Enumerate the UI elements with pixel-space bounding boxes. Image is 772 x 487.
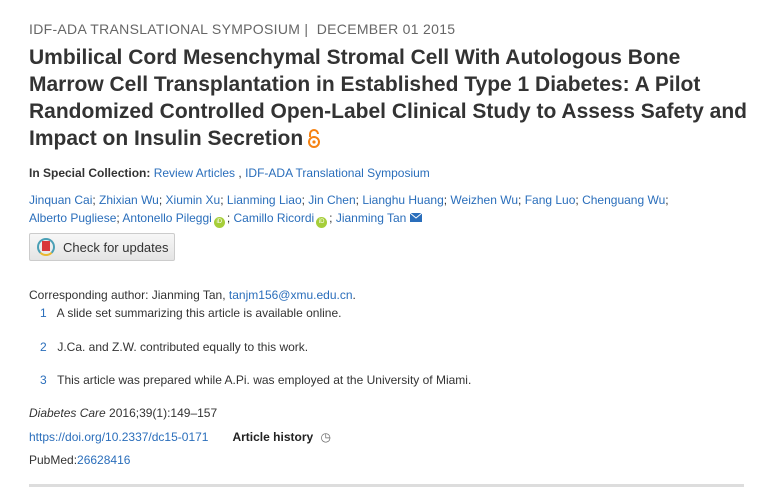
email-link[interactable]: tanjm156@xmu.edu.cn (228, 288, 353, 302)
special-collection: In Special Collection: Review Articles ,… (29, 166, 430, 180)
crossmark-icon (37, 238, 55, 256)
doi-row: https://doi.org/10.2337/dc15-0171 Article… (29, 430, 331, 444)
open-lock-icon (307, 128, 321, 155)
collection-link[interactable]: Review Articles (153, 166, 236, 180)
article-history-button[interactable]: Article history ◷ (232, 430, 331, 444)
footnote: 1 A slide set summarizing this article i… (40, 306, 341, 320)
separator: ; (226, 211, 234, 225)
footnote-text: This article was prepared while A.Pi. wa… (57, 373, 472, 387)
author-link[interactable]: Weizhen Wu (450, 193, 519, 207)
citation: Diabetes Care 2016;39(1):149–157 (29, 406, 217, 420)
article-history-label: Article history (232, 430, 314, 444)
author-link[interactable]: Jin Chen (308, 193, 356, 207)
footnote-text: A slide set summarizing this article is … (56, 306, 342, 320)
collection-label: In Special Collection: (29, 166, 151, 180)
separator: ; (220, 193, 227, 207)
collection-link[interactable]: IDF-ADA Translational Symposium (245, 166, 430, 180)
footnote-text: J.Ca. and Z.W. contributed equally to th… (57, 340, 309, 354)
corresponding-label: Corresponding author: Jianming Tan, (29, 288, 226, 302)
divider (29, 484, 744, 487)
orcid-icon[interactable]: iD (316, 217, 328, 228)
citation-details: 2016;39(1):149–157 (105, 406, 218, 420)
author-list: Jinquan Cai; Zhixian Wu; Xiumin Xu; Lian… (29, 191, 729, 228)
pubmed: PubMed:26628416 (29, 453, 130, 467)
author-link[interactable]: Antonello Pileggi (122, 211, 212, 225)
separator: ; (518, 193, 525, 207)
separator: | (304, 21, 309, 37)
corresponding-author: Corresponding author: Jianming Tan, tanj… (29, 288, 356, 302)
footnote: 3 This article was prepared while A.Pi. … (40, 373, 471, 387)
article-title: Umbilical Cord Mesenchymal Stromal Cell … (29, 44, 749, 155)
email-icon[interactable] (406, 211, 423, 225)
author-link[interactable]: Jianming Tan (335, 211, 407, 225)
author-link[interactable]: Lianming Liao (226, 193, 302, 207)
author-link[interactable]: Zhixian Wu (99, 193, 159, 207)
author-link[interactable]: Fang Luo (524, 193, 576, 207)
separator: ; (301, 193, 309, 207)
separator: ; (443, 193, 451, 207)
journal-name: Diabetes Care (29, 406, 106, 420)
author-link[interactable]: Chenguang Wu (582, 193, 666, 207)
title-text: Umbilical Cord Mesenchymal Stromal Cell … (29, 46, 748, 150)
footnote-number: 2 (40, 340, 47, 354)
author-link[interactable]: Alberto Pugliese (29, 211, 117, 225)
pubmed-label: PubMed: (29, 453, 78, 467)
author-link[interactable]: Lianghu Huang (362, 193, 444, 207)
section-label: IDF-ADA TRANSLATIONAL SYMPOSIUM (29, 21, 301, 37)
author-link[interactable]: Jinquan Cai (29, 193, 93, 207)
separator: ; (665, 193, 669, 207)
history-clock-icon: ◷ (320, 430, 331, 444)
orcid-icon[interactable]: iD (213, 217, 225, 228)
separator: ; (329, 211, 336, 225)
punct: . (352, 288, 356, 302)
pubmed-link[interactable]: 26628416 (77, 453, 131, 467)
publish-date: DECEMBER 01 2015 (316, 21, 456, 37)
separator: ; (158, 193, 166, 207)
article-meta: IDF-ADA TRANSLATIONAL SYMPOSIUM | DECEMB… (29, 21, 455, 37)
footnote-number: 3 (40, 373, 47, 387)
separator: ; (92, 193, 100, 207)
doi-link[interactable]: https://doi.org/10.2337/dc15-0171 (29, 430, 209, 444)
separator: , (235, 166, 246, 180)
footnote-number: 1 (40, 306, 47, 320)
separator: ; (575, 193, 583, 207)
author-link[interactable]: Xiumin Xu (165, 193, 221, 207)
check-for-updates-button[interactable]: Check for updates (29, 233, 175, 261)
separator: ; (355, 193, 363, 207)
button-label: Check for updates (63, 239, 169, 255)
author-link[interactable]: Camillo Ricordi (233, 211, 315, 225)
separator: ; (116, 211, 123, 225)
footnote: 2 J.Ca. and Z.W. contributed equally to … (40, 340, 308, 354)
